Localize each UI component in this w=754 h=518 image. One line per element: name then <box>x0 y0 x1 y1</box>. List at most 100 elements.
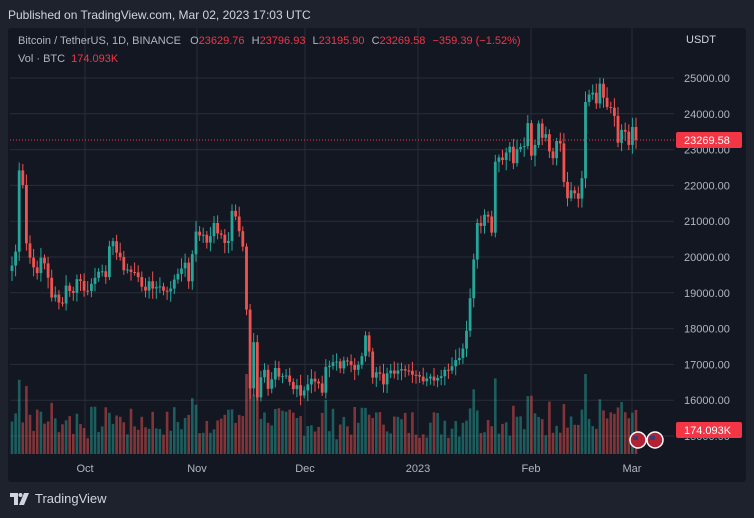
candle-body <box>374 372 378 378</box>
candle-body <box>115 241 118 253</box>
volume-bar <box>72 434 75 454</box>
tradingview-brand[interactable]: TradingView <box>10 491 107 506</box>
change-value: −359.39 (−1.52%) <box>432 35 521 47</box>
candle-body <box>324 366 328 393</box>
volume-bar <box>281 410 284 454</box>
volume-bar <box>263 412 266 454</box>
volume-bar <box>151 411 154 454</box>
candle-body <box>569 190 573 199</box>
candle-body <box>454 360 458 367</box>
volume-bar <box>100 426 104 454</box>
volume-bar <box>270 425 273 454</box>
volume-bar <box>173 407 176 454</box>
volume-bar <box>421 434 425 454</box>
volume-bar <box>515 416 519 454</box>
volume-bar <box>357 422 360 454</box>
candle-body <box>194 231 198 255</box>
volume-bar <box>191 398 194 454</box>
candle-body <box>162 286 165 291</box>
volume-bar <box>375 412 378 454</box>
candle-body <box>169 288 173 292</box>
candle-body <box>530 123 533 156</box>
candle-body <box>342 360 346 369</box>
candle-body <box>61 302 64 304</box>
volume-bar <box>400 419 403 454</box>
candle-body <box>346 360 349 362</box>
candle-body <box>616 115 620 143</box>
candle-body <box>35 267 39 274</box>
candle-body <box>14 251 17 266</box>
volume-bar <box>180 429 183 454</box>
candle-body <box>407 370 411 372</box>
volume-value: 174.093K <box>71 53 119 65</box>
candle-body <box>443 369 447 377</box>
candle-body <box>187 262 191 282</box>
volume-bar <box>292 412 295 454</box>
symbol-label[interactable]: Bitcoin / TetherUS, 1D, BINANCE <box>18 35 182 47</box>
volume-bar <box>64 420 68 454</box>
candle-body <box>71 291 75 293</box>
high-value: 23796.93 <box>259 35 306 47</box>
volume-bar <box>591 426 594 454</box>
candle-body <box>598 83 602 104</box>
candle-body <box>46 263 50 278</box>
candle-body <box>122 257 126 271</box>
candle-body <box>288 375 292 382</box>
candle-body <box>136 272 140 278</box>
candle-body <box>537 123 540 145</box>
candle-body <box>522 146 526 148</box>
volume-bar <box>364 407 367 454</box>
volume-bar <box>111 423 115 454</box>
volume-bar <box>144 427 147 454</box>
volume-bar <box>234 422 237 454</box>
volume-bar <box>313 431 317 454</box>
candle-body <box>479 223 483 226</box>
volume-bar <box>133 426 136 454</box>
volume-label[interactable]: Vol · BTC <box>18 53 66 65</box>
volume-bar <box>216 420 219 454</box>
candle-body <box>501 157 504 160</box>
candle-body <box>504 152 508 160</box>
volume-bar <box>537 417 540 454</box>
volume-bar <box>86 438 89 454</box>
volume-bar <box>165 411 169 454</box>
candle-body <box>609 107 613 108</box>
volume-bar <box>194 404 198 454</box>
candle-body <box>259 377 263 398</box>
volume-bar <box>569 416 573 454</box>
candle-body <box>475 223 479 260</box>
x-tick-label: 2023 <box>406 463 430 475</box>
x-tick-label: Oct <box>76 463 93 475</box>
tradingview-logo-icon <box>10 492 29 505</box>
candle-body <box>82 281 86 291</box>
candle-body <box>57 294 61 303</box>
volume-bar <box>155 428 158 454</box>
volume-bar <box>584 374 587 454</box>
candle-body <box>165 290 169 292</box>
candle-body <box>273 368 277 380</box>
volume-bar <box>595 428 598 454</box>
candle-body <box>310 378 313 385</box>
candle-body <box>558 141 562 144</box>
candle-body <box>295 385 299 390</box>
x-tick-label: Feb <box>522 463 541 475</box>
volume-bar <box>310 425 313 454</box>
candle-body <box>140 277 144 287</box>
volume-bar <box>342 416 346 454</box>
volume-bar <box>486 420 490 454</box>
volume-bar <box>328 431 331 454</box>
candle-body <box>576 193 580 199</box>
volume-bar <box>353 407 356 454</box>
volume-bar <box>169 430 172 454</box>
price-chart[interactable]: 25000.0024000.0023000.0022000.0021000.00… <box>8 28 746 482</box>
volume-bar <box>28 414 32 454</box>
volume-bar <box>104 407 108 454</box>
currency-label[interactable]: USDT <box>686 34 716 46</box>
volume-bar <box>97 432 100 454</box>
published-caption: Published on TradingView.com, Mar 02, 20… <box>8 8 311 22</box>
candle-body <box>364 335 367 357</box>
chart-frame[interactable]: 25000.00 24000.00 23000.00 22000.00 21000.00… <box>8 28 746 482</box>
volume-bar <box>162 434 165 454</box>
volume-bar <box>443 420 447 454</box>
volume-bar <box>389 433 392 454</box>
